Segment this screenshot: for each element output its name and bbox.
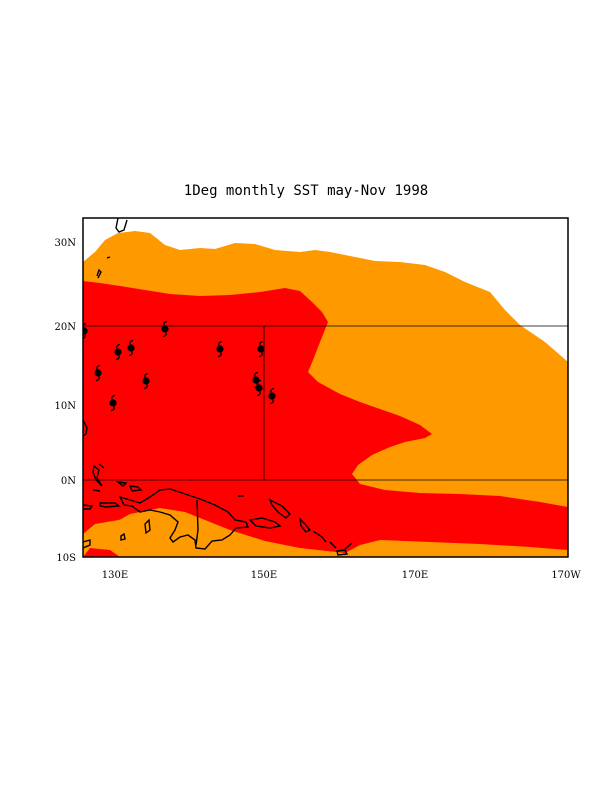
typhoon-symbol-icon [142,372,150,390]
mid-sst-patch [83,508,305,557]
typhoon-symbol-icon [161,320,169,338]
typhoon-symbol-icon [127,339,135,357]
coastlines [83,218,353,556]
lon-label-130e: 130E [102,570,128,581]
map-title: 1Deg monthly SST may-Nov 1998 [183,183,429,199]
warm-pool-region [83,281,568,553]
typhoon-symbol-icon [94,364,102,382]
map-frame [82,217,569,558]
lon-label-170w: 170W [551,570,581,581]
lat-label-10s: 10S [56,553,76,564]
typhoon-symbol-icon [216,340,224,358]
typhoon-symbol-icon [109,394,117,412]
lat-label-0n: 0N [61,476,76,487]
typhoon-symbol-icon [268,387,276,405]
lon-label-170e: 170E [402,570,428,581]
typhoon-symbol-icon [255,379,263,397]
lat-label-30n: 30N [55,238,77,249]
typhoon-symbol-icon [257,340,265,358]
warm-sst-patch [83,548,120,557]
typhoon-symbol-icon [114,343,122,361]
lon-label-150e: 150E [251,570,277,581]
lat-label-20n: 20N [55,322,77,333]
lat-label-10n: 10N [55,401,77,412]
